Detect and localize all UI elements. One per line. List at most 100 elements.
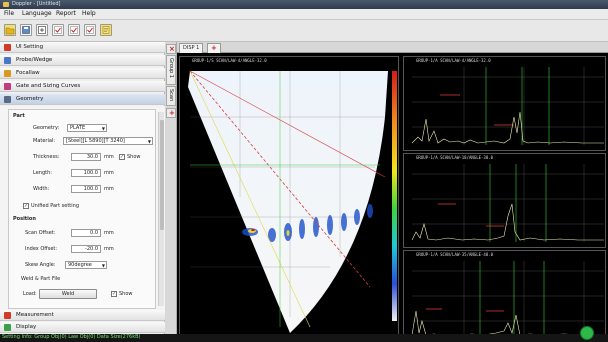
scan-offset-label: Scan Offset:: [25, 230, 56, 236]
index-offset-unit: mm: [104, 246, 114, 252]
section-gate-sizing[interactable]: Gate and Sizing Curves: [0, 81, 165, 92]
close-group-icon[interactable]: ×: [166, 44, 176, 54]
add-group-icon[interactable]: +: [166, 108, 176, 118]
menu-help[interactable]: Help: [82, 10, 96, 17]
geometry-icon: [4, 96, 11, 103]
thickness-field[interactable]: 30.0: [71, 153, 101, 161]
display-icon: [4, 324, 11, 331]
geometry-form: Part Geometry: PLATE ▼ Material: [Steel][…: [8, 109, 156, 309]
section-label: Focallaw: [16, 70, 40, 76]
menu-language[interactable]: Language: [22, 10, 52, 17]
width-label: Width:: [33, 186, 50, 192]
display-tabs: DISP 1 +: [177, 42, 608, 53]
focallaw-icon: [4, 70, 11, 77]
chevron-down-icon: ▼: [101, 263, 105, 268]
group-side-tabs: × Group 1 Scan +: [165, 42, 177, 342]
material-label: Material:: [33, 138, 55, 144]
settings-panel: UI Setting Probe/Wedge Focallaw Gate and…: [0, 42, 165, 342]
add-display-icon[interactable]: +: [207, 43, 221, 53]
ascan-title-3: GROUP-1/A SCAN/LAW-35/ANGLE-48.0: [416, 252, 494, 257]
status-bar: Setting Info: Group Obj(0) Law Obj(0) Da…: [0, 334, 608, 342]
geometry-body: Part Geometry: PLATE ▼ Material: [Steel][…: [0, 106, 165, 312]
app-icon: [3, 2, 9, 7]
open-folder-icon[interactable]: [4, 24, 16, 36]
section-label: UI Setting: [16, 44, 44, 50]
ui-setting-icon: [4, 44, 11, 51]
probe-icon: [4, 57, 11, 64]
index-offset-label: Index Offset:: [25, 246, 58, 252]
report-icon[interactable]: [100, 24, 112, 36]
section-label: Geometry: [16, 96, 44, 102]
geometry-select[interactable]: PLATE ▼: [67, 124, 107, 132]
section-label: Gate and Sizing Curves: [16, 83, 81, 89]
scan-offset-field[interactable]: 0.0: [71, 229, 101, 237]
scan-offset-unit: mm: [104, 230, 114, 236]
length-unit: mm: [104, 170, 114, 176]
load-label: Load:: [23, 291, 37, 297]
weld-button[interactable]: Weld: [39, 289, 97, 299]
section-display[interactable]: Display: [0, 322, 165, 333]
ascan-panel-2[interactable]: GROUP-1/A SCAN/LAW-18/ANGLE-38.0: [403, 153, 606, 248]
toolbar: [0, 20, 608, 42]
show-label: Show: [127, 154, 141, 160]
measurement-icon: [4, 312, 11, 319]
ascan-title-1: GROUP-1/A SCAN/LAW-4/ANGLE-32.0: [416, 58, 491, 63]
part-header: Part: [13, 113, 25, 119]
sector-scan-panel[interactable]: GROUP-1/S SCAN/LAW-4/ANGLE-32.0: [179, 56, 399, 342]
length-field[interactable]: 100.0: [71, 169, 101, 177]
check-icon[interactable]: [84, 24, 96, 36]
index-offset-field[interactable]: -20.0: [71, 245, 101, 253]
tab-scan[interactable]: Scan: [166, 86, 176, 106]
thickness-label: Thickness:: [33, 154, 60, 160]
section-probe-wedge[interactable]: Probe/Wedge: [0, 55, 165, 66]
section-geometry[interactable]: Geometry: [0, 94, 165, 105]
unified-part-checkbox[interactable]: ✓: [23, 203, 29, 209]
weld-show-checkbox[interactable]: ✓: [111, 291, 117, 297]
save-icon[interactable]: [20, 24, 32, 36]
title-bar: Doppler - [Untitled]: [0, 0, 608, 9]
settings-scrollbar[interactable]: [158, 112, 164, 306]
menu-bar: File Language Report Help: [0, 9, 608, 20]
ascan-panel-1[interactable]: GROUP-1/A SCAN/LAW-4/ANGLE-32.0: [403, 56, 606, 151]
section-label: Probe/Wedge: [16, 57, 53, 63]
ascan-plot-3: [411, 261, 604, 337]
section-ui-setting[interactable]: UI Setting: [0, 42, 165, 53]
scrollbar-thumb[interactable]: [160, 120, 164, 230]
display-area: DISP 1 + GROUP-1/S SCAN/LAW-4/ANGLE-32.0: [177, 42, 608, 342]
skew-angle-select[interactable]: 90degree ▼: [65, 261, 107, 269]
gate-icon: [4, 83, 11, 90]
sector-scan-image: [188, 70, 397, 333]
ascan-plot-1: [411, 67, 604, 145]
weld-show-label: Show: [119, 291, 133, 297]
check-icon[interactable]: [68, 24, 80, 36]
calibration-icon[interactable]: [36, 24, 48, 36]
check-icon[interactable]: [52, 24, 64, 36]
sector-fan: [188, 71, 388, 333]
menu-report[interactable]: Report: [56, 10, 76, 17]
show-checkbox[interactable]: ✓: [119, 154, 125, 160]
width-unit: mm: [104, 186, 114, 192]
unified-part-label: Unified Part setting: [31, 203, 80, 209]
geometry-label: Geometry:: [33, 125, 60, 131]
thickness-unit: mm: [104, 154, 114, 160]
ascan-plot-2: [411, 164, 604, 242]
section-focallaw[interactable]: Focallaw: [0, 68, 165, 79]
window-title: Doppler - [Untitled]: [12, 1, 61, 7]
status-text: Setting Info: Group Obj(0) Law Obj(0) Da…: [2, 334, 141, 340]
position-header: Position: [13, 216, 36, 222]
tab-disp-1[interactable]: DISP 1: [179, 43, 204, 53]
ascan-panel-3[interactable]: GROUP-1/A SCAN/LAW-35/ANGLE-48.0: [403, 250, 606, 342]
weld-part-header: Weld & Part File: [21, 276, 61, 282]
chevron-down-icon: ▼: [147, 139, 151, 144]
sector-scan-title: GROUP-1/S SCAN/LAW-4/ANGLE-32.0: [192, 58, 267, 63]
chevron-down-icon: ▼: [101, 126, 105, 131]
section-label: Measurement: [16, 312, 54, 318]
width-field[interactable]: 100.0: [71, 185, 101, 193]
material-select[interactable]: [Steel][L 5890][T 3240] ▼: [63, 137, 153, 145]
section-label: Display: [16, 324, 37, 330]
section-measurement[interactable]: Measurement: [0, 310, 165, 321]
connection-status-icon[interactable]: [580, 326, 594, 340]
menu-file[interactable]: File: [4, 10, 15, 17]
tab-group-1[interactable]: Group 1: [166, 55, 176, 85]
length-label: Length:: [33, 170, 52, 176]
